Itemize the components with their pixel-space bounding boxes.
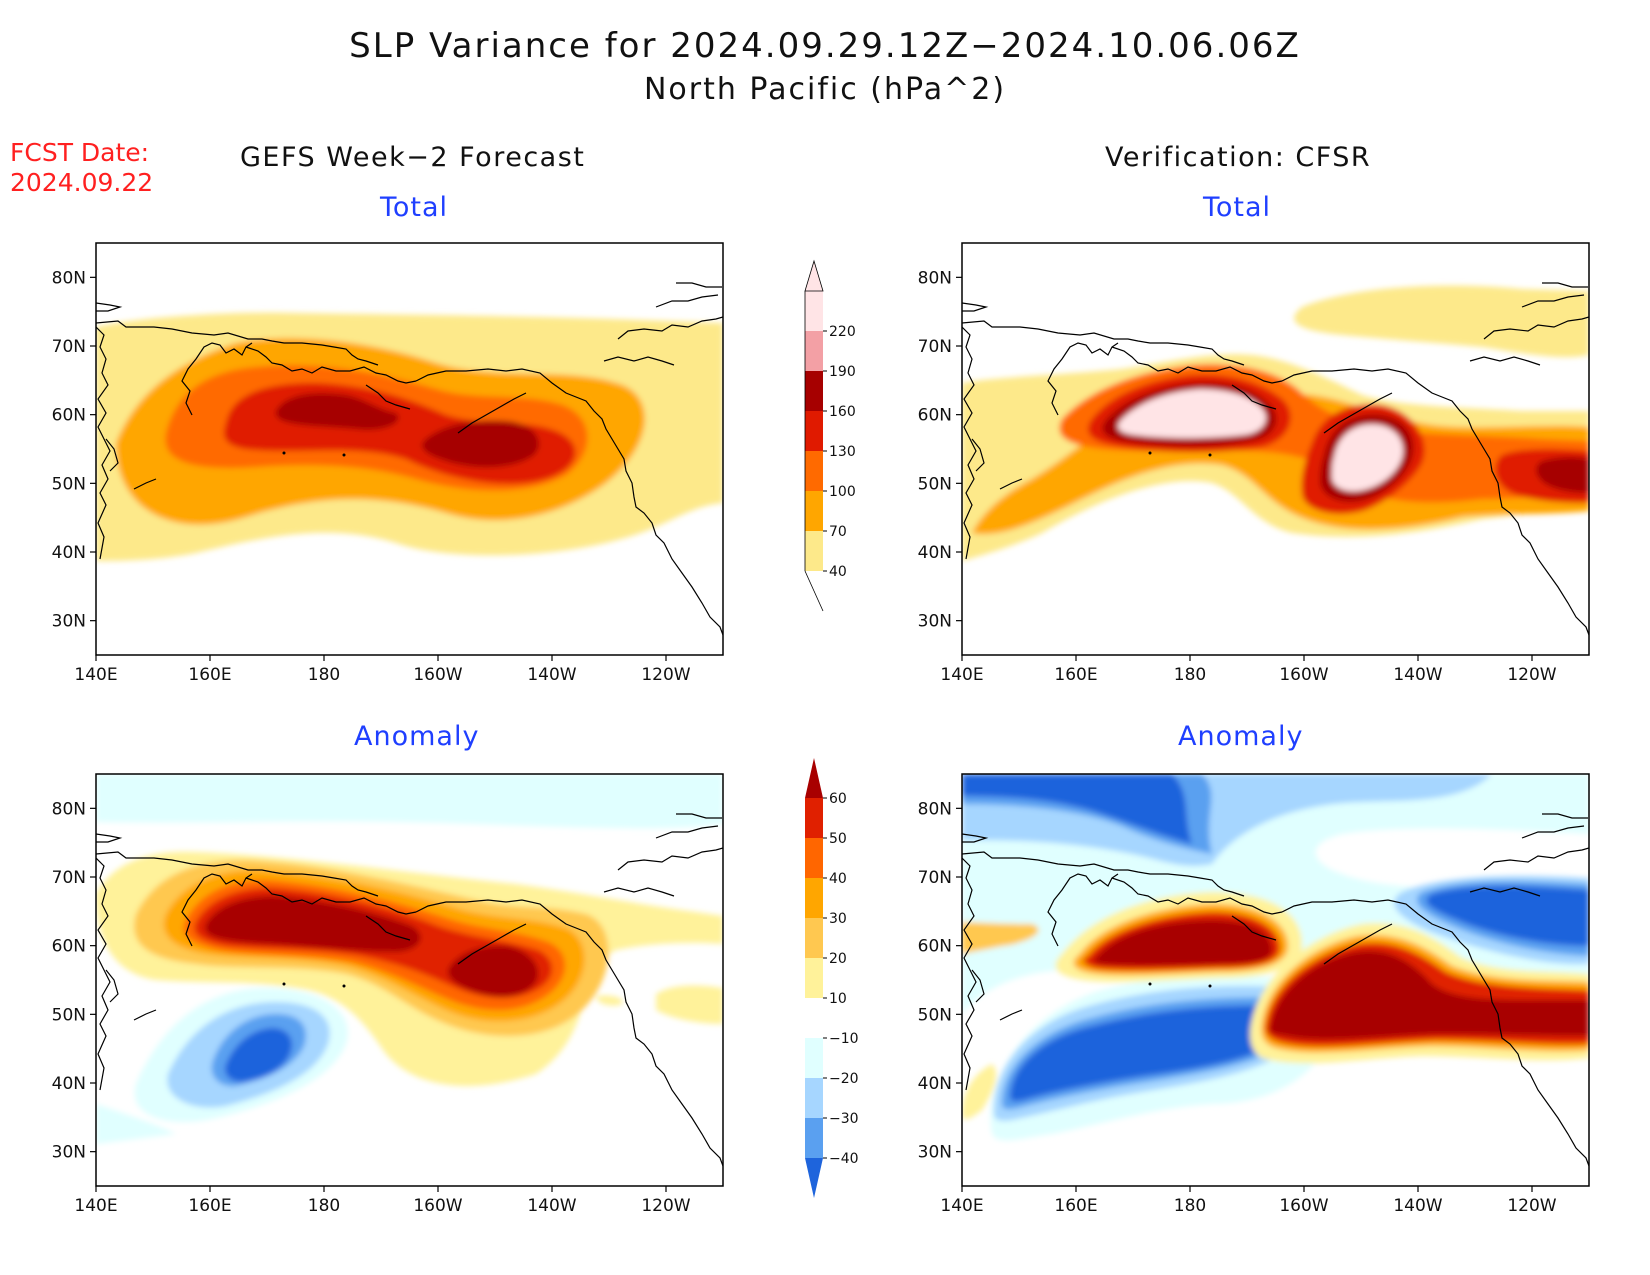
colorbar-swatch <box>805 838 823 878</box>
colorbar-label: 160 <box>829 404 856 420</box>
lat-tick-label: 70N <box>918 868 952 888</box>
lat-tick-label: 60N <box>52 406 86 426</box>
forecast-total-panel: 80N 70N 60N 50N 40N 30N 140E 160E 180 160W 140W 120… <box>52 242 724 685</box>
lon-tick-label: 180 <box>1174 665 1206 685</box>
colorbar-label: 10 <box>829 991 847 1007</box>
colorbar-swatch <box>805 331 823 371</box>
lon-tick-label: 180 <box>308 1196 340 1216</box>
lat-tick-label: 30N <box>918 612 952 632</box>
lon-tick-label: 120W <box>1507 1196 1556 1216</box>
lat-tick-label: 60N <box>918 406 952 426</box>
lon-tick-label: 160W <box>1279 665 1328 685</box>
lat-tick-label: 40N <box>52 543 86 563</box>
lon-tick-label: 140W <box>527 665 576 685</box>
lat-tick-label: 40N <box>918 1074 952 1094</box>
colorbar-label: 20 <box>829 951 847 967</box>
lat-tick-label: 70N <box>918 337 952 357</box>
lon-tick-label: 160W <box>413 665 462 685</box>
lat-tick-label: 80N <box>918 799 952 819</box>
lon-tick-label: 140W <box>1393 665 1442 685</box>
lat-tick-label: 30N <box>52 1143 86 1163</box>
colorbar-swatch <box>805 411 823 451</box>
lat-tick-label: 40N <box>52 1074 86 1094</box>
colorbar-label: 30 <box>829 911 847 927</box>
colorbar-label: 190 <box>829 364 856 380</box>
colorbar-label: 100 <box>829 484 856 500</box>
total-colorbar: 40 70 100 130 160 190 220 <box>804 259 856 612</box>
lon-tick-label: 160W <box>1279 1196 1328 1216</box>
colorbar-label: 40 <box>829 871 847 887</box>
colorbar-swatch <box>805 998 823 1038</box>
anomaly-forecast-panel-title: Anomaly <box>354 721 480 752</box>
colorbar-label: −40 <box>829 1151 859 1167</box>
lon-tick-label: 140W <box>527 1196 576 1216</box>
colorbar-label: −30 <box>829 1111 859 1127</box>
colorbar-label: 70 <box>829 524 847 540</box>
lat-tick-label: 70N <box>52 337 86 357</box>
lon-tick-label: 140E <box>74 1196 117 1216</box>
verification-anomaly-panel: 80N 70N 60N 50N 40N 30N 140E 160E 180 160W 140W 120… <box>918 773 1590 1216</box>
total-verification-panel-title: Total <box>1203 192 1272 223</box>
lat-tick-label: 50N <box>918 1005 952 1025</box>
figure-subtitle: North Pacific (hPa^2) <box>643 72 1007 107</box>
figure-title: SLP Variance for 2024.09.29.12Z−2024.10.… <box>349 26 1301 66</box>
lon-tick-label: 160E <box>188 665 231 685</box>
colorbar-swatch <box>805 878 823 918</box>
lon-tick-label: 140E <box>940 1196 983 1216</box>
lat-tick-label: 40N <box>918 543 952 563</box>
colorbar-swatch <box>805 451 823 491</box>
colorbar-swatch <box>805 1038 823 1078</box>
fcst-date-label: FCST Date: <box>10 138 150 167</box>
lon-tick-label: 140E <box>940 665 983 685</box>
colorbar-label: 40 <box>829 564 847 580</box>
colorbar-swatch <box>805 291 823 331</box>
colorbar-swatch <box>805 918 823 958</box>
colorbar-label: −20 <box>829 1071 859 1087</box>
verification-column-heading: Verification: CFSR <box>1105 142 1372 173</box>
colorbar-label: 220 <box>829 324 856 340</box>
lon-tick-label: 160E <box>1054 665 1097 685</box>
colorbar-swatch <box>805 371 823 411</box>
verification-total-panel: 80N 70N 60N 50N 40N 30N 140E 160E 180 160W 140W 120… <box>918 242 1590 685</box>
lon-tick-label: 120W <box>641 665 690 685</box>
colorbar-swatch <box>805 531 823 571</box>
lat-tick-label: 50N <box>52 1005 86 1025</box>
forecast-anomaly-panel: 80N 70N 60N 50N 40N 30N 140E 160E 180 160W 140W 120… <box>52 773 724 1216</box>
colorbar-swatch <box>805 1118 823 1158</box>
colorbar-swatch <box>805 958 823 998</box>
colorbar-swatch <box>805 491 823 531</box>
lat-tick-label: 80N <box>52 799 86 819</box>
lat-tick-label: 70N <box>52 868 86 888</box>
lat-tick-label: 60N <box>52 937 86 957</box>
lat-tick-label: 60N <box>918 937 952 957</box>
colorbar-label: −10 <box>829 1031 859 1047</box>
lon-tick-label: 160E <box>188 1196 231 1216</box>
lon-tick-label: 140E <box>74 665 117 685</box>
lon-tick-label: 120W <box>1507 665 1556 685</box>
anomaly-colorbar: 60 50 40 30 20 10 −10 −20 −30 −40 <box>805 758 859 1198</box>
lon-tick-label: 180 <box>1174 1196 1206 1216</box>
lon-tick-label: 120W <box>641 1196 690 1216</box>
fcst-date-value: 2024.09.22 <box>10 168 154 197</box>
lat-tick-label: 50N <box>918 474 952 494</box>
lat-tick-label: 30N <box>918 1143 952 1163</box>
colorbar-swatch <box>805 798 823 838</box>
lon-tick-label: 180 <box>308 665 340 685</box>
anomaly-verification-panel-title: Anomaly <box>1178 721 1304 752</box>
colorbar-swatch <box>805 1078 823 1118</box>
lat-tick-label: 50N <box>52 474 86 494</box>
lon-tick-label: 140W <box>1393 1196 1442 1216</box>
lon-tick-label: 160W <box>413 1196 462 1216</box>
lat-tick-label: 80N <box>918 268 952 288</box>
forecast-column-heading: GEFS Week−2 Forecast <box>240 142 586 173</box>
colorbar-label: 130 <box>829 444 856 460</box>
total-forecast-panel-title: Total <box>380 192 449 223</box>
colorbar-label: 60 <box>829 791 847 807</box>
lat-tick-label: 30N <box>52 612 86 632</box>
lat-tick-label: 80N <box>52 268 86 288</box>
lon-tick-label: 160E <box>1054 1196 1097 1216</box>
colorbar-label: 50 <box>829 831 847 847</box>
